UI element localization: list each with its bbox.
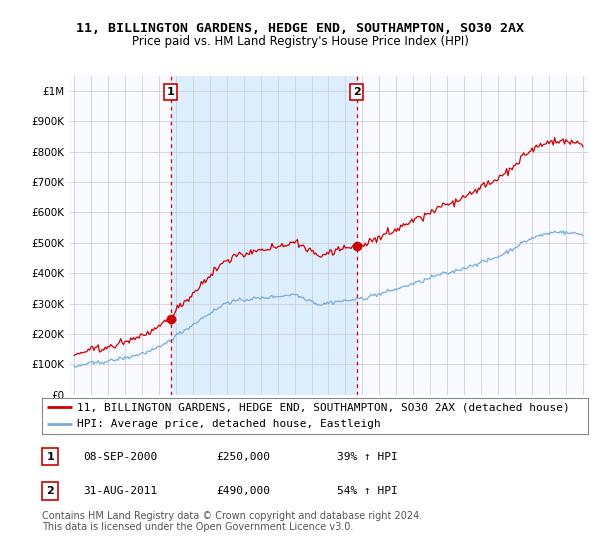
Text: 31-AUG-2011: 31-AUG-2011 — [83, 486, 157, 496]
Text: 39% ↑ HPI: 39% ↑ HPI — [337, 451, 398, 461]
Bar — [170, 76, 356, 395]
Text: 08-SEP-2000: 08-SEP-2000 — [83, 451, 157, 461]
Text: £250,000: £250,000 — [217, 451, 271, 461]
Text: 1: 1 — [46, 451, 54, 461]
Text: 54% ↑ HPI: 54% ↑ HPI — [337, 486, 398, 496]
Text: £490,000: £490,000 — [217, 486, 271, 496]
Text: Price paid vs. HM Land Registry's House Price Index (HPI): Price paid vs. HM Land Registry's House … — [131, 35, 469, 48]
Text: 11, BILLINGTON GARDENS, HEDGE END, SOUTHAMPTON, SO30 2AX: 11, BILLINGTON GARDENS, HEDGE END, SOUTH… — [76, 22, 524, 35]
Text: 1: 1 — [167, 87, 175, 97]
Text: 2: 2 — [46, 486, 54, 496]
Text: HPI: Average price, detached house, Eastleigh: HPI: Average price, detached house, East… — [77, 419, 381, 429]
Text: 11, BILLINGTON GARDENS, HEDGE END, SOUTHAMPTON, SO30 2AX (detached house): 11, BILLINGTON GARDENS, HEDGE END, SOUTH… — [77, 403, 570, 412]
Text: Contains HM Land Registry data © Crown copyright and database right 2024.
This d: Contains HM Land Registry data © Crown c… — [42, 511, 422, 533]
Text: 2: 2 — [353, 87, 361, 97]
